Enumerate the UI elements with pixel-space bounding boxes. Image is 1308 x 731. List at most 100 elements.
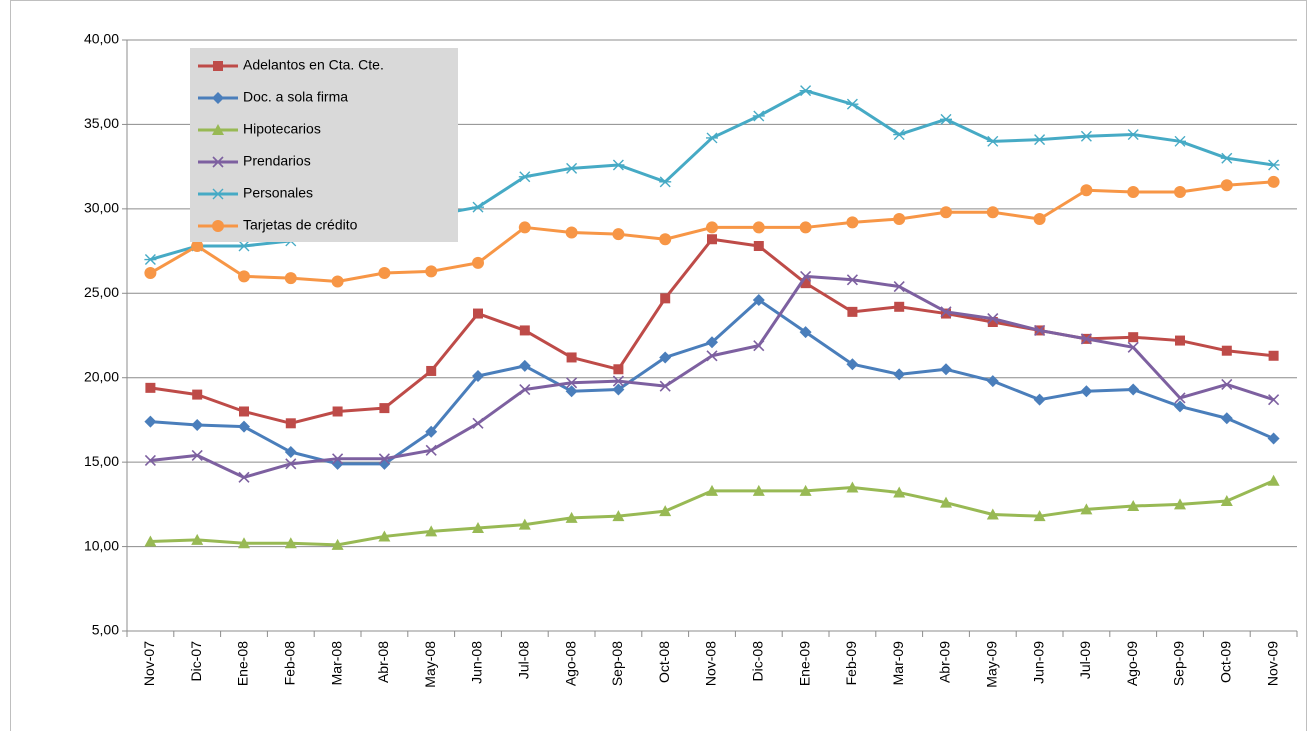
y-tick-label: 10,00 xyxy=(84,537,119,553)
marker xyxy=(331,275,344,288)
marker xyxy=(285,458,297,470)
x-tick-label: Mar-08 xyxy=(328,641,344,686)
marker xyxy=(191,533,204,545)
marker xyxy=(1268,350,1279,361)
marker xyxy=(1174,135,1186,147)
marker xyxy=(940,363,952,376)
marker xyxy=(1080,184,1093,197)
marker xyxy=(846,216,859,229)
marker xyxy=(800,270,812,282)
legend-box xyxy=(190,48,458,242)
marker xyxy=(1267,159,1280,171)
x-tick-label: Sep-08 xyxy=(609,641,625,686)
marker xyxy=(613,364,624,375)
marker xyxy=(426,365,437,376)
marker xyxy=(1221,378,1233,391)
marker xyxy=(612,375,624,387)
marker xyxy=(144,254,157,266)
marker xyxy=(799,326,812,339)
marker xyxy=(752,221,765,234)
marker xyxy=(566,352,577,363)
marker xyxy=(565,511,578,523)
marker xyxy=(331,538,344,550)
series xyxy=(144,474,1280,550)
marker xyxy=(1127,185,1140,198)
marker xyxy=(659,176,672,188)
marker xyxy=(752,484,765,496)
marker xyxy=(144,454,156,467)
marker xyxy=(1033,134,1046,146)
marker xyxy=(893,280,905,293)
marker xyxy=(612,383,625,396)
y-tick-label: 25,00 xyxy=(84,284,119,300)
y-tick-label: 35,00 xyxy=(84,115,119,131)
legend-swatch-marker xyxy=(213,61,223,71)
marker xyxy=(285,418,296,429)
marker xyxy=(1220,179,1233,192)
marker xyxy=(1033,212,1046,225)
x-tick-label: Nov-09 xyxy=(1264,641,1280,686)
marker xyxy=(1033,393,1046,406)
x-tick-label: Jun-09 xyxy=(1030,641,1046,684)
y-tick-label: 20,00 xyxy=(84,368,119,384)
legend-label: Hipotecarios xyxy=(243,121,321,137)
marker xyxy=(472,370,484,383)
marker xyxy=(238,270,250,283)
marker xyxy=(799,221,812,234)
marker xyxy=(706,336,718,349)
legend-label: Prendarios xyxy=(243,153,311,169)
marker xyxy=(1080,333,1092,345)
marker xyxy=(565,162,578,174)
x-tick-label: Ene-09 xyxy=(796,641,812,686)
marker xyxy=(893,212,906,225)
marker xyxy=(518,518,531,530)
marker xyxy=(1267,175,1280,188)
x-tick-label: Abr-09 xyxy=(937,641,953,683)
legend-swatch-marker xyxy=(212,220,224,232)
marker xyxy=(1174,400,1186,413)
x-tick-label: Dic-08 xyxy=(750,641,766,682)
marker xyxy=(659,505,672,517)
marker xyxy=(1127,383,1140,396)
legend-swatch-marker xyxy=(212,188,224,200)
marker xyxy=(191,240,204,253)
marker xyxy=(425,444,437,456)
series xyxy=(144,175,1280,288)
marker xyxy=(565,385,578,398)
marker xyxy=(846,481,859,493)
marker xyxy=(144,415,157,428)
marker xyxy=(472,201,484,213)
marker xyxy=(1220,494,1233,506)
marker xyxy=(473,308,483,319)
marker xyxy=(799,85,812,97)
marker xyxy=(1174,498,1186,510)
marker xyxy=(706,484,718,496)
marker xyxy=(660,293,671,304)
marker xyxy=(238,471,250,483)
marker xyxy=(987,313,999,325)
x-tick-label: Jul-08 xyxy=(516,641,532,679)
marker xyxy=(472,256,484,269)
marker xyxy=(472,417,484,429)
legend: Adelantos en Cta. Cte. Doc. a sola firma H… xyxy=(190,48,458,242)
marker xyxy=(145,382,156,393)
legend-label: Adelantos en Cta. Cte. xyxy=(243,57,384,73)
marker xyxy=(284,537,297,549)
marker xyxy=(1221,345,1232,356)
x-tick-label: Abr-08 xyxy=(375,641,391,683)
marker xyxy=(332,406,343,417)
x-tick-label: Nov-07 xyxy=(141,641,157,686)
marker xyxy=(940,113,952,125)
marker xyxy=(1127,341,1139,353)
marker xyxy=(847,306,858,317)
x-tick-label: Ago-08 xyxy=(562,641,578,686)
x-tick-label: Dic-07 xyxy=(188,641,204,682)
y-tick-label: 40,00 xyxy=(84,31,119,47)
legend-swatch-marker xyxy=(212,124,224,135)
marker xyxy=(378,530,391,542)
marker xyxy=(893,368,906,381)
x-tick-label: May-08 xyxy=(422,641,438,688)
marker xyxy=(986,206,999,219)
marker xyxy=(612,228,625,241)
